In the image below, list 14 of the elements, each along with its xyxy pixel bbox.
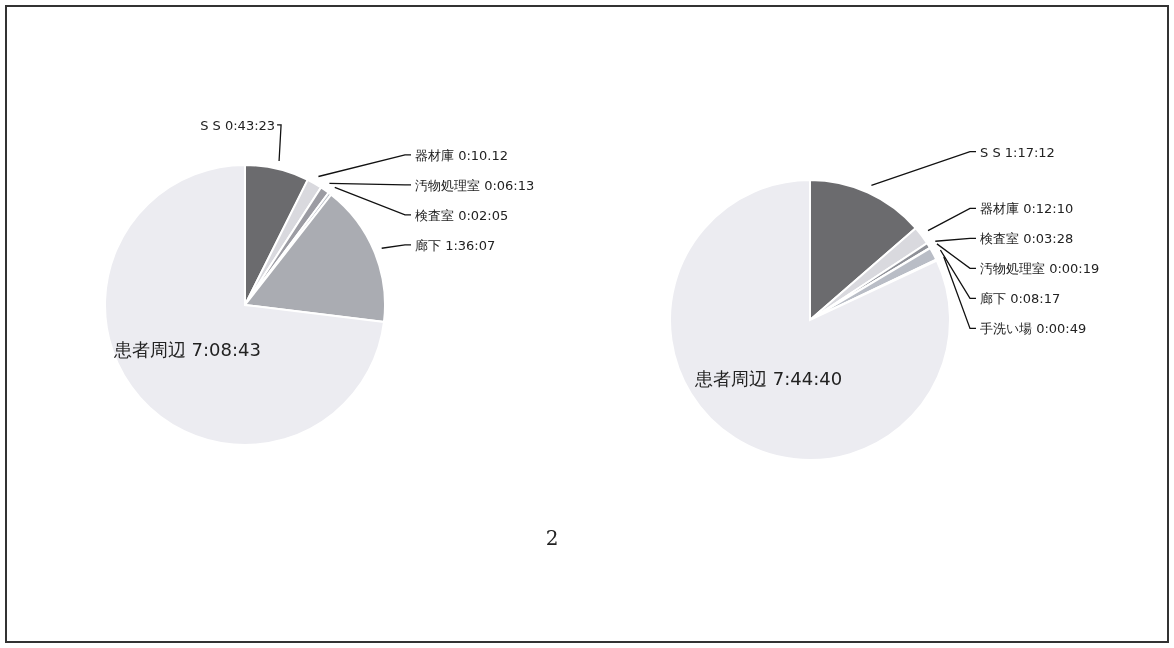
slice-label: 患者周辺 7:44:40 [694, 367, 843, 389]
slice-label: 患者周辺 7:08:43 [112, 339, 261, 361]
slice-label: 検査室 0:02:05 [415, 207, 509, 223]
slice-label: 汚物処理室 0:00:19 [980, 261, 1100, 277]
slice-label: 手洗い場 0:00:49 [980, 321, 1087, 337]
slice-label: 器材庫 0:12:10 [980, 201, 1074, 217]
slice-label: S S 1:17:12 [980, 144, 1055, 160]
text: 2 [545, 526, 559, 550]
slice-label: 廊下 1:36:07 [415, 237, 496, 253]
slice-label: S S 0:43:23 [200, 117, 276, 133]
slice-label: 器材庫 0:10.12 [415, 147, 508, 163]
slice-label: 検査室 0:03:28 [980, 231, 1074, 247]
slice-label: 汚物処理室 0:06:13 [415, 177, 535, 193]
slice-label: 廊下 0:08:17 [980, 291, 1061, 307]
